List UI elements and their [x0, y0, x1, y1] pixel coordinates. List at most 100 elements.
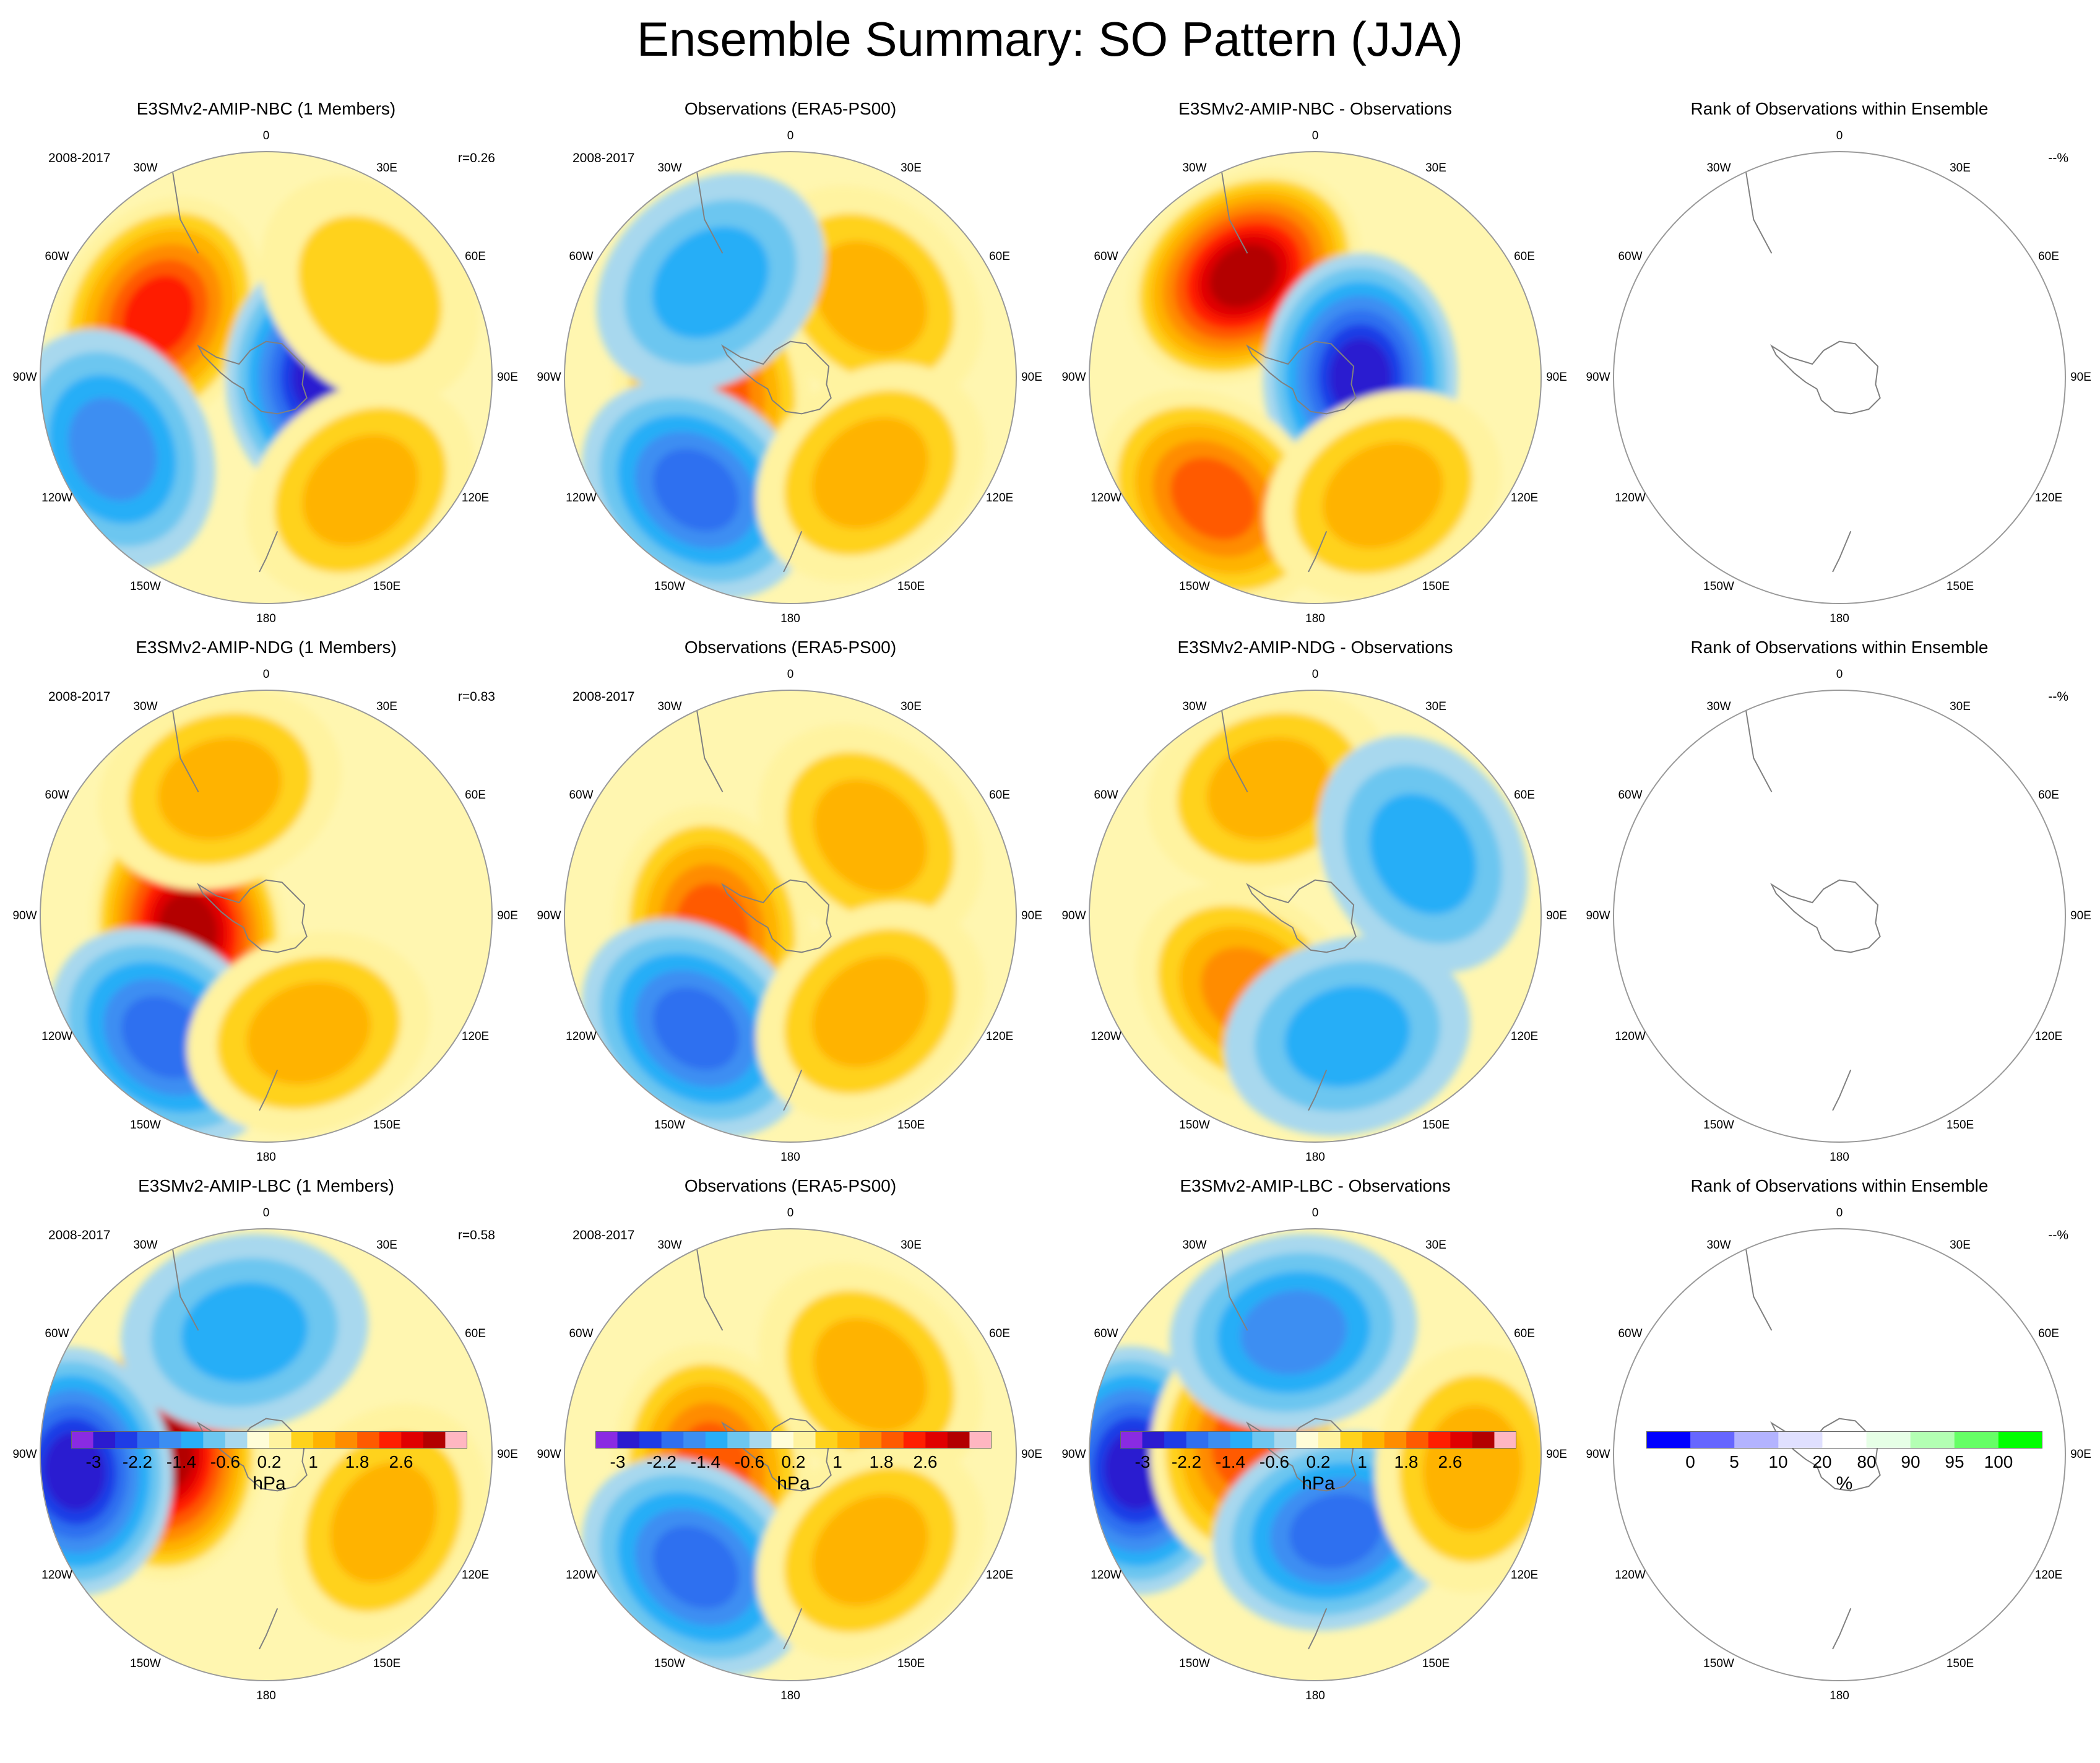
pressure-anomaly-contour — [813, 1317, 928, 1432]
colorbar-swatch — [269, 1431, 292, 1449]
colorbar-swatch — [815, 1431, 838, 1449]
longitude-label: 60E — [1514, 250, 1535, 263]
longitude-label: 120E — [1510, 1030, 1539, 1043]
longitude-label: 60E — [2038, 1327, 2059, 1340]
longitude-label: 120W — [1091, 1569, 1121, 1582]
longitude-label: 60E — [2038, 789, 2059, 802]
colorbar-tick-label: -0.6 — [734, 1452, 765, 1471]
colorbar-swatch — [291, 1431, 314, 1449]
colorbar-swatches — [71, 1431, 467, 1449]
longitude-label: 150W — [1703, 1657, 1734, 1670]
south-america-coastline — [694, 701, 724, 792]
longitude-label: 30E — [1425, 700, 1446, 713]
longitude-label: 60W — [569, 250, 594, 263]
polar-stereographic-map — [1613, 151, 2066, 604]
period-label: 2008-2017 — [48, 1228, 111, 1242]
longitude-label: 30E — [1950, 700, 1971, 713]
longitude-label: 30W — [1706, 700, 1731, 713]
colorbar-swatch — [335, 1431, 358, 1449]
longitude-label: 60E — [1514, 789, 1535, 802]
colorbar-swatch — [771, 1431, 794, 1449]
pressure-colorbar: -3 -2.2 -1.4 -0.6 0.2 1 1.8 2.6 hPa — [1120, 1431, 1516, 1505]
south-america-coastline — [1219, 163, 1248, 254]
longitude-label: 180 — [780, 1151, 800, 1164]
colorbar-swatch — [1734, 1431, 1779, 1449]
panel-title: E3SMv2-AMIP-NBC (1 Members) — [136, 99, 396, 118]
longitude-label: 180 — [256, 612, 276, 625]
longitude-label: 0 — [1311, 129, 1319, 142]
south-america-coastline — [1744, 1240, 1773, 1331]
longitude-label: 0 — [262, 668, 270, 681]
longitude-label: 0 — [1836, 668, 1843, 681]
longitude-label: 90W — [1586, 1448, 1610, 1461]
figure-title: Ensemble Summary: SO Pattern (JJA) — [636, 12, 1464, 66]
colorbar-tick-label: 5 — [1729, 1452, 1739, 1471]
polar-stereographic-map — [40, 1228, 493, 1681]
longitude-label: 120W — [41, 1030, 72, 1043]
longitude-label: 30E — [376, 162, 397, 175]
colorbar-swatch — [401, 1431, 424, 1449]
longitude-label: 180 — [1830, 612, 1849, 625]
longitude-label: 90W — [537, 909, 561, 922]
colorbar-tick-label: -2.2 — [646, 1452, 677, 1471]
pressure-anomaly-contour — [68, 397, 157, 501]
new-zealand-coastline — [783, 1608, 803, 1650]
colorbar-swatch — [859, 1431, 882, 1449]
period-label: 2008-2017 — [573, 151, 635, 165]
longitude-label: 180 — [256, 1151, 276, 1164]
longitude-label: 90E — [497, 1448, 518, 1461]
longitude-label: 30W — [657, 162, 682, 175]
colorbar-tick-label: 0.2 — [257, 1452, 282, 1471]
colorbar-swatch — [947, 1431, 970, 1449]
longitude-label: 150E — [373, 1657, 401, 1670]
longitude-label: 150W — [130, 1657, 161, 1670]
antarctica-coastline — [1770, 340, 1881, 415]
colorbar-swatch — [71, 1431, 94, 1449]
colorbar-tick-label: 100 — [1984, 1452, 2013, 1471]
antarctica-coastline — [197, 340, 308, 415]
colorbar-unit: % — [1836, 1473, 1853, 1494]
pressure-anomaly-contour — [1289, 1493, 1382, 1569]
panel-title: Rank of Observations within Ensemble — [1690, 638, 1989, 657]
longitude-label: 90E — [2070, 371, 2091, 384]
pressure-anomaly-contour — [813, 240, 928, 355]
south-america-coastline — [170, 701, 199, 792]
pressure-anomaly-contour — [330, 1462, 438, 1583]
longitude-label: 90E — [497, 371, 518, 384]
longitude-label: 120E — [461, 492, 490, 505]
longitude-label: 150E — [1422, 1119, 1450, 1132]
colorbar-swatch — [1778, 1431, 1823, 1449]
colorbar-tick-label: 2.6 — [1438, 1452, 1463, 1471]
panel-title: Observations (ERA5-PS00) — [684, 638, 897, 657]
colorbar-swatch — [749, 1431, 772, 1449]
longitude-label: 150W — [654, 580, 685, 593]
longitude-label: 30E — [1950, 162, 1971, 175]
longitude-label: 120W — [1615, 492, 1646, 505]
colorbar-unit: hPa — [253, 1473, 286, 1494]
pressure-colorbar: -3 -2.2 -1.4 -0.6 0.2 1 1.8 2.6 hPa — [71, 1431, 467, 1505]
longitude-label: 90E — [1546, 909, 1567, 922]
polar-stereographic-map — [564, 151, 1017, 604]
longitude-label: 90E — [2070, 1448, 2091, 1461]
panel-title: E3SMv2-AMIP-NDG (1 Members) — [136, 638, 397, 657]
period-label: 2008-2017 — [573, 690, 635, 704]
colorbar-tick-label: 10 — [1768, 1452, 1788, 1471]
colorbar-tick-label: 1 — [1357, 1452, 1367, 1471]
longitude-label: 90W — [537, 1448, 561, 1461]
polar-stereographic-map — [1089, 690, 1542, 1143]
colorbar-swatch — [1384, 1431, 1407, 1449]
colorbar-swatch — [705, 1431, 728, 1449]
colorbar-tick-label: 1.8 — [869, 1452, 894, 1471]
colorbar-tick-label: -3 — [610, 1452, 626, 1471]
colorbar-swatch — [379, 1431, 402, 1449]
colorbar-tick-label: 1.8 — [1394, 1452, 1419, 1471]
longitude-label: 60W — [45, 250, 69, 263]
longitude-label: 150E — [1422, 1657, 1450, 1670]
longitude-label: 30W — [1706, 1239, 1731, 1252]
new-zealand-coastline — [259, 531, 279, 573]
antarctica-coastline — [721, 879, 832, 953]
antarctica-coastline — [721, 340, 832, 415]
south-america-coastline — [1219, 1240, 1248, 1331]
colorbar-swatch — [445, 1431, 467, 1449]
longitude-label: 0 — [262, 1206, 270, 1219]
